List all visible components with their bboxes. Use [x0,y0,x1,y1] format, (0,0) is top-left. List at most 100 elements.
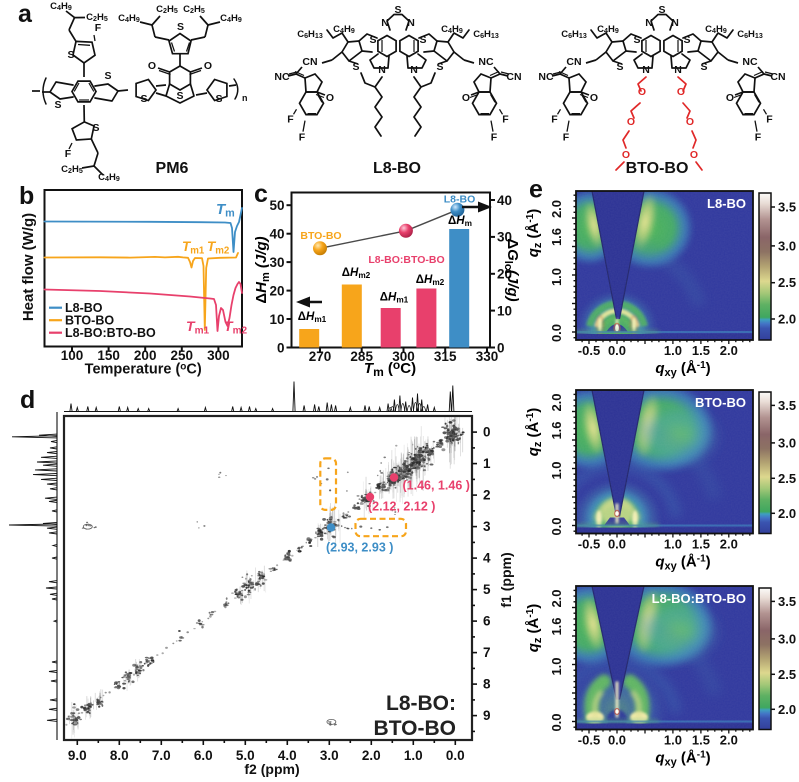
svg-text:20: 20 [269,283,284,298]
svg-text:NC: NC [274,71,290,83]
svg-text:4: 4 [483,551,491,566]
svg-text:4.0: 4.0 [278,748,297,763]
svg-text:1.5: 1.5 [692,537,710,552]
svg-text:1.0: 1.0 [549,461,564,479]
svg-text:ΔGlc(J/g): ΔGlc(J/g) [502,238,521,301]
svg-text:2: 2 [483,488,491,503]
svg-text:NC: NC [478,56,494,68]
svg-text:F: F [491,132,498,144]
svg-text:S: S [67,49,74,61]
svg-text:C6H13: C6H13 [297,29,323,40]
svg-text:L8-BO: L8-BO [373,160,421,177]
svg-text:2.5: 2.5 [778,471,796,486]
svg-text:qxy (Å-1): qxy (Å-1) [655,750,710,769]
svg-text:2.0: 2.0 [720,733,738,748]
svg-text:ΔHm1: ΔHm1 [380,292,409,305]
svg-text:1.0: 1.0 [664,343,682,358]
svg-text:S: S [104,70,111,82]
svg-text:5: 5 [483,582,491,597]
svg-text:C4H9: C4H9 [705,24,727,35]
svg-text:N: N [407,17,415,29]
svg-text:3.0: 3.0 [778,238,796,253]
svg-text:3.5: 3.5 [778,594,796,609]
svg-text:300: 300 [392,349,415,364]
svg-text:O: O [677,86,685,98]
svg-text:Tm1: Tm1 [182,239,205,256]
svg-text:S: S [633,34,640,46]
svg-text:0.0: 0.0 [608,343,626,358]
svg-text:O: O [204,60,212,72]
svg-text:S: S [176,90,183,102]
svg-text:200: 200 [134,348,157,363]
svg-text:2.0: 2.0 [720,537,738,552]
svg-text:100: 100 [61,348,84,363]
svg-text:f2 (ppm): f2 (ppm) [244,761,299,777]
svg-text:F: F [299,132,306,144]
svg-text:L8-BO: L8-BO [444,194,476,206]
svg-text:2.0: 2.0 [549,200,564,218]
svg-text:S: S [352,61,359,73]
svg-text:F: F [287,113,294,125]
svg-text:N: N [378,64,386,76]
svg-text:S: S [215,93,222,105]
svg-text:O: O [326,92,334,104]
svg-text:2.0: 2.0 [549,589,564,607]
svg-text:315: 315 [434,349,457,364]
svg-text:S: S [177,21,184,33]
svg-text:F: F [65,148,72,160]
svg-text:S: S [436,61,443,73]
svg-text:1: 1 [483,456,491,471]
svg-text:10: 10 [497,303,512,318]
svg-text:ΔHm1: ΔHm1 [298,311,327,324]
svg-text:Tm (oC): Tm (oC) [364,358,416,379]
svg-text:270: 270 [309,349,332,364]
svg-text:L8-BO:BTO-BO: L8-BO:BTO-BO [652,591,746,606]
svg-text:CN: CN [302,56,317,68]
svg-text:NC: NC [538,71,554,83]
svg-text:20: 20 [497,267,512,282]
svg-text:ΔHm (J/g): ΔHm (J/g) [253,236,272,303]
svg-text:0.0: 0.0 [549,324,564,342]
svg-text:C4H9: C4H9 [50,1,72,12]
svg-text:3.0: 3.0 [320,748,339,763]
svg-text:Heat flow (W/g): Heat flow (W/g) [20,213,37,321]
svg-text:F: F [563,132,570,144]
svg-text:qz (Å-1): qz (Å-1) [525,209,544,258]
svg-text:qxy (Å-1): qxy (Å-1) [655,554,710,573]
svg-text:2.0: 2.0 [778,312,796,327]
svg-text:BTO-BO: BTO-BO [626,160,689,177]
svg-text:-0.5: -0.5 [578,343,600,358]
svg-text:S: S [683,34,690,46]
svg-text:a: a [18,0,33,28]
svg-text:2.0: 2.0 [549,393,564,411]
svg-text:O: O [148,60,156,72]
svg-text:1.6: 1.6 [549,228,564,246]
svg-text:-0.5: -0.5 [578,537,600,552]
svg-text:S: S [140,93,147,105]
svg-text:CN: CN [770,71,785,83]
svg-text:C4H9: C4H9 [118,13,140,24]
svg-text:3.0: 3.0 [778,435,796,450]
svg-text:d: d [20,386,35,414]
svg-text:Temperature (oC): Temperature (oC) [85,362,202,378]
svg-text:5.0: 5.0 [236,748,255,763]
svg-text:C2H5: C2H5 [183,4,205,15]
svg-text:L8-BO: L8-BO [707,196,746,211]
svg-text:CN: CN [506,71,521,83]
svg-text:-0.5: -0.5 [578,733,600,748]
svg-text:S: S [394,4,401,16]
svg-text:1.6: 1.6 [549,617,564,635]
svg-text:30: 30 [497,230,512,245]
svg-text:ΔHm2: ΔHm2 [416,274,445,287]
svg-text:S: S [54,99,61,111]
svg-text:BTO-BO: BTO-BO [374,717,456,740]
svg-text:F: F [502,113,509,125]
svg-text:Tm: Tm [216,201,235,220]
svg-text:8.0: 8.0 [110,748,129,763]
svg-text:1.0: 1.0 [664,537,682,552]
svg-text:1.0: 1.0 [404,748,423,763]
svg-text:2.0: 2.0 [362,748,381,763]
svg-text:BTO-BO: BTO-BO [65,314,114,328]
svg-text:(2.93, 2.93 ): (2.93, 2.93 ) [326,541,393,555]
svg-text:N: N [642,64,650,76]
